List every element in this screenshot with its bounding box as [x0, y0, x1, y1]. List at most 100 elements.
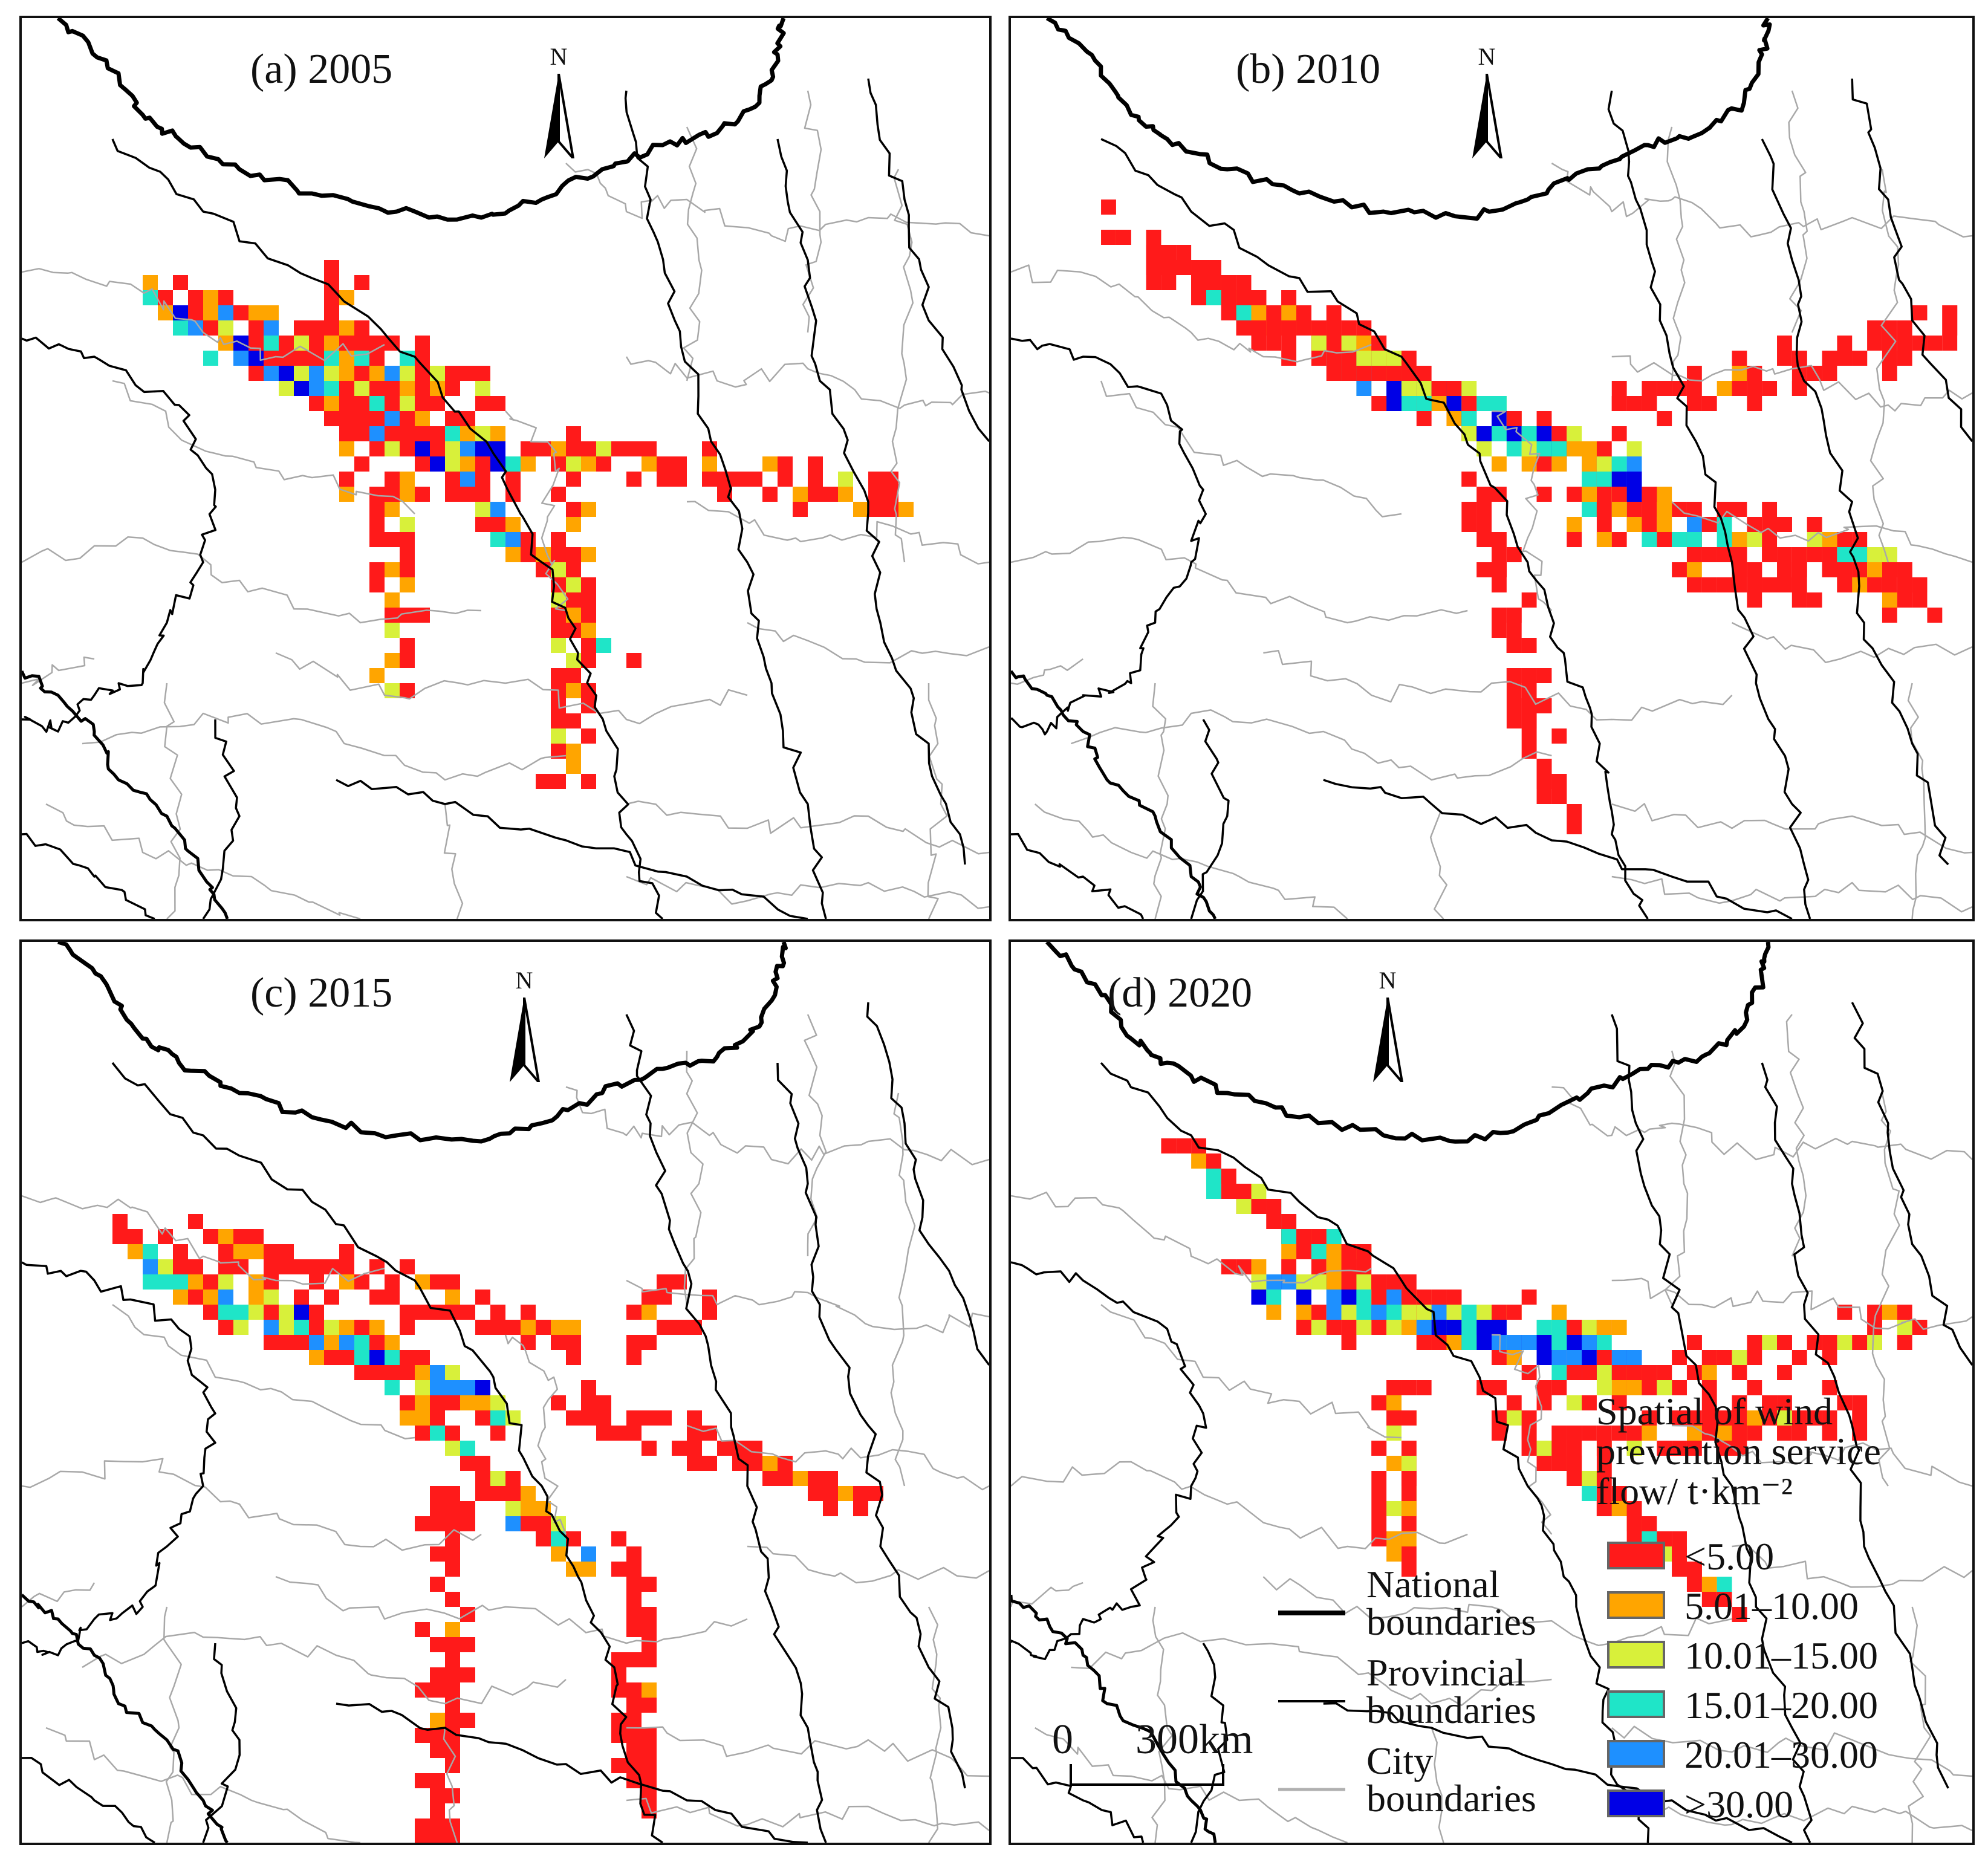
raster-cell — [385, 502, 400, 517]
raster-cell — [354, 320, 369, 336]
raster-cell — [1567, 819, 1582, 834]
raster-cell — [1476, 532, 1492, 547]
raster-cell — [233, 1244, 248, 1259]
raster-cell — [369, 1350, 385, 1365]
raster-cell — [1326, 305, 1342, 320]
national-boundary — [22, 670, 229, 919]
raster-cell — [778, 472, 793, 487]
raster-cell — [1416, 396, 1432, 411]
raster-cell — [1732, 1410, 1747, 1426]
legend-title-line: Spatial of wind — [1596, 1390, 1833, 1433]
raster-cell — [1642, 1380, 1657, 1395]
raster-cell — [1822, 1426, 1837, 1441]
raster-cell — [445, 381, 460, 396]
raster-cell — [415, 396, 430, 411]
raster-cell — [1717, 1426, 1732, 1441]
raster-cell — [536, 1516, 551, 1531]
raster-cell — [309, 1320, 324, 1335]
raster-cell — [430, 1773, 445, 1788]
service-flow-raster — [1161, 1138, 1928, 1622]
raster-cell — [1596, 487, 1612, 502]
raster-cell — [445, 1380, 460, 1395]
raster-cell — [611, 1426, 626, 1441]
raster-cell — [1791, 562, 1807, 577]
city-boundary — [1011, 1461, 1468, 1549]
raster-cell — [566, 426, 581, 441]
city-boundary — [1611, 355, 1972, 412]
city-boundary — [927, 683, 948, 919]
raster-cell — [1506, 1305, 1522, 1320]
raster-cell — [445, 1637, 460, 1652]
raster-cell — [1311, 1244, 1327, 1259]
raster-cell — [1747, 517, 1762, 532]
panel-title: (a) 2005 — [250, 46, 393, 92]
raster-cell — [1732, 1365, 1747, 1380]
raster-cell — [853, 1486, 868, 1501]
raster-cell — [1341, 1290, 1357, 1305]
provincial-boundary — [1011, 337, 1207, 736]
raster-cell — [339, 381, 354, 396]
raster-cell — [1146, 245, 1161, 260]
raster-cell — [445, 1713, 460, 1728]
raster-cell — [808, 472, 823, 487]
raster-cell — [1837, 1335, 1853, 1350]
raster-cell — [430, 1486, 445, 1501]
raster-cell — [1461, 1320, 1477, 1335]
raster-cell — [1326, 1229, 1342, 1244]
city-boundary — [1731, 621, 1972, 664]
raster-cell — [430, 1713, 445, 1728]
raster-cell — [1912, 305, 1928, 320]
city-boundary — [1611, 803, 1972, 854]
raster-cell — [445, 441, 460, 456]
raster-cell — [642, 441, 657, 456]
raster-cell — [1732, 366, 1747, 381]
raster-cell — [505, 456, 521, 472]
raster-cell — [1822, 1410, 1837, 1426]
raster-cell — [1732, 1395, 1747, 1410]
raster-cell — [1747, 562, 1762, 577]
raster-cell — [460, 1501, 475, 1516]
raster-cell — [838, 472, 853, 487]
raster-cell — [385, 426, 400, 441]
raster-cell — [1717, 577, 1732, 592]
raster-cell — [354, 1365, 369, 1380]
raster-cell — [521, 456, 536, 472]
raster-cell — [400, 411, 415, 426]
raster-cell — [1897, 336, 1912, 351]
provincial-boundary — [1011, 1757, 1145, 1843]
raster-cell — [1266, 1274, 1282, 1290]
raster-cell — [626, 1698, 642, 1713]
raster-cell — [233, 1229, 248, 1244]
raster-cell — [1747, 592, 1762, 608]
raster-cell — [1401, 1562, 1417, 1577]
raster-cell — [369, 426, 385, 441]
raster-cell — [264, 1305, 279, 1320]
raster-cell — [1567, 1471, 1582, 1486]
raster-cell — [173, 1244, 188, 1259]
raster-cell — [1386, 1426, 1402, 1441]
raster-cell — [385, 1274, 400, 1290]
raster-cell — [1521, 744, 1537, 759]
raster-cell — [1251, 336, 1267, 351]
raster-cell — [581, 774, 596, 789]
raster-cell — [1206, 260, 1221, 275]
provincial-boundary — [1851, 1002, 1972, 1366]
raster-cell — [642, 1305, 657, 1320]
raster-cell — [1551, 1335, 1567, 1350]
raster-cell — [445, 1486, 460, 1501]
legend-item: 20.01–30.00 — [1607, 1733, 1970, 1776]
raster-cell — [1822, 1380, 1837, 1395]
raster-cell — [1476, 1335, 1492, 1350]
city-boundary — [82, 1632, 567, 1705]
raster-cell — [1777, 1395, 1792, 1410]
raster-cell — [430, 1728, 445, 1743]
raster-cell — [1611, 532, 1627, 547]
raster-cell — [188, 1290, 203, 1305]
raster-cell — [385, 1365, 400, 1380]
raster-cell — [248, 1244, 264, 1259]
north-letter: N — [550, 43, 568, 70]
raster-cell — [1371, 1395, 1387, 1410]
city-boundary — [275, 652, 748, 725]
raster-cell — [505, 1516, 521, 1531]
raster-cell — [475, 396, 490, 411]
